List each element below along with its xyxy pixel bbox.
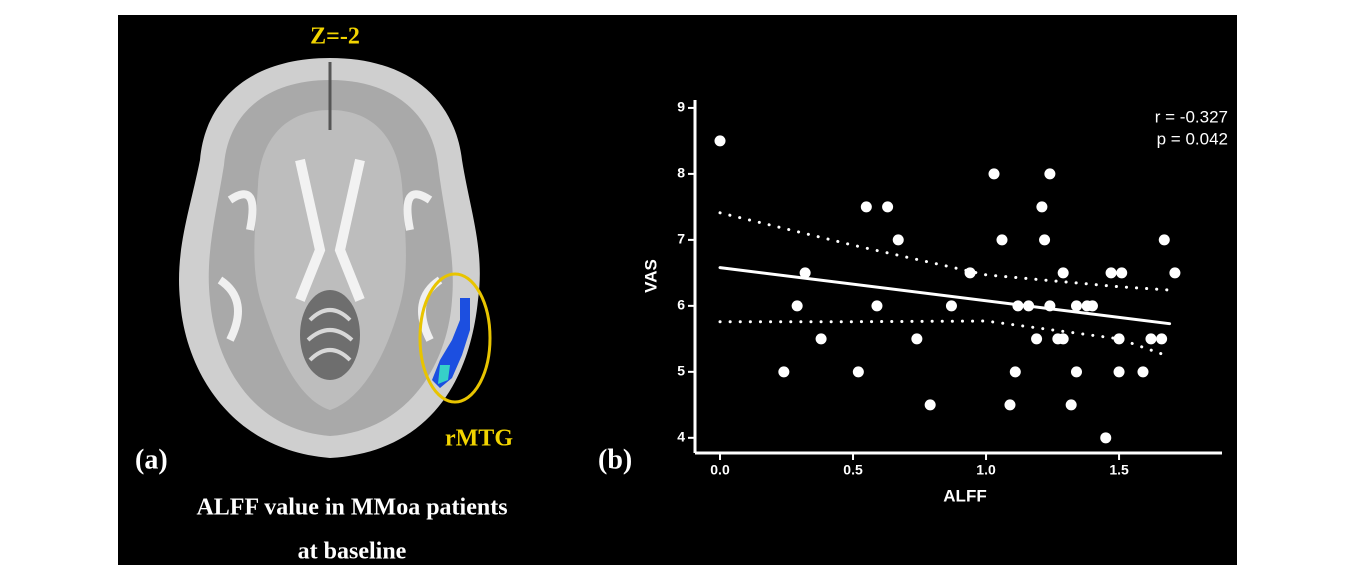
data-point	[871, 300, 882, 311]
x-tick-label: 0.0	[710, 462, 730, 478]
data-point	[1137, 366, 1148, 377]
data-point	[1058, 333, 1069, 344]
data-point	[861, 201, 872, 212]
data-point	[1114, 366, 1125, 377]
y-tick-label: 6	[677, 297, 685, 313]
data-point	[1100, 432, 1111, 443]
y-tick-label: 4	[677, 429, 685, 445]
data-point	[1058, 267, 1069, 278]
data-point	[1114, 333, 1125, 344]
data-point	[1106, 267, 1117, 278]
data-point	[715, 135, 726, 146]
data-point	[1169, 267, 1180, 278]
data-point	[1087, 300, 1098, 311]
x-tick-label: 0.5	[843, 462, 863, 478]
data-point	[1071, 366, 1082, 377]
region-label: rMTG	[445, 426, 513, 452]
y-tick-label: 8	[677, 165, 685, 181]
data-point	[1023, 300, 1034, 311]
data-point	[925, 399, 936, 410]
data-point	[1159, 234, 1170, 245]
y-axis-label: VAS	[641, 259, 660, 293]
data-point	[1039, 234, 1050, 245]
y-tick-label: 5	[677, 363, 685, 379]
data-point	[1010, 366, 1021, 377]
x-axis-label: ALFF	[943, 486, 986, 505]
data-point	[1071, 300, 1082, 311]
annotation: r = -0.327	[1155, 107, 1228, 126]
data-point	[1044, 300, 1055, 311]
data-point	[1031, 333, 1042, 344]
data-point	[816, 333, 827, 344]
panel-label: (b)	[598, 444, 632, 475]
figure-canvas: Z=-2 rMTG (a) ALFF value in MMoa patient…	[0, 0, 1355, 565]
x-tick-label: 1.5	[1109, 462, 1129, 478]
y-tick-label: 9	[677, 99, 685, 115]
data-point	[1156, 333, 1167, 344]
data-point	[946, 300, 957, 311]
data-point	[1036, 201, 1047, 212]
data-point	[996, 234, 1007, 245]
data-point	[1116, 267, 1127, 278]
slice-label: Z=-2	[310, 24, 360, 50]
data-point	[800, 267, 811, 278]
data-point	[882, 201, 893, 212]
data-point	[989, 168, 1000, 179]
data-point	[1004, 399, 1015, 410]
data-point	[853, 366, 864, 377]
data-point	[1044, 168, 1055, 179]
y-tick-label: 7	[677, 231, 685, 247]
data-point	[1012, 300, 1023, 311]
data-point	[911, 333, 922, 344]
panel-label: (a)	[135, 444, 168, 475]
data-point	[778, 366, 789, 377]
caption-line: at baseline	[298, 539, 407, 565]
data-point	[1066, 399, 1077, 410]
caption-line: ALFF value in MMoa patients	[196, 495, 507, 521]
data-point	[893, 234, 904, 245]
x-tick-label: 1.0	[976, 462, 996, 478]
data-point	[792, 300, 803, 311]
data-point	[965, 267, 976, 278]
data-point	[1145, 333, 1156, 344]
annotation: p = 0.042	[1157, 129, 1228, 148]
figure: Z=-2 rMTG (a) ALFF value in MMoa patient…	[0, 0, 1355, 565]
brain-slice	[179, 58, 480, 458]
